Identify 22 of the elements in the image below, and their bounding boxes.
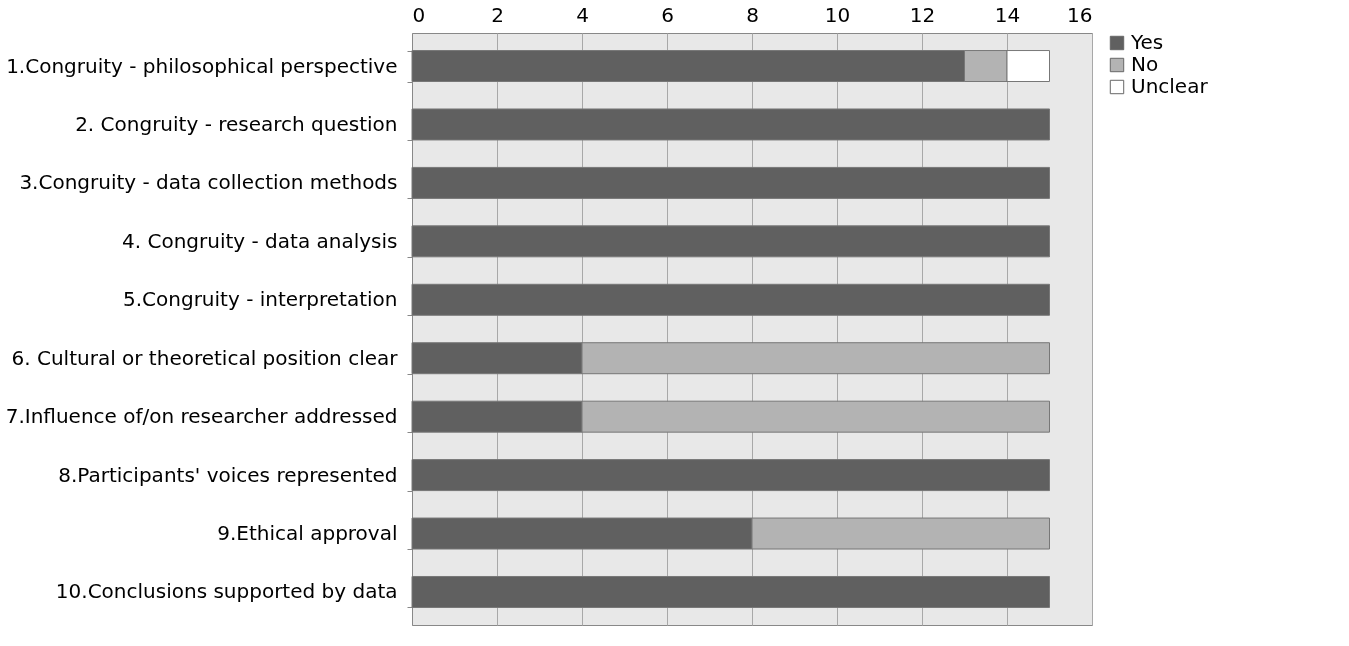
y-tick-label: 3.Congruity - data collection methods xyxy=(19,170,398,195)
y-tick-label: 9.Ethical approval xyxy=(217,521,398,546)
y-tick-label: 4. Congruity - data analysis xyxy=(122,228,398,253)
y-tick-label: 6. Cultural or theoretical position clear xyxy=(11,345,399,370)
x-tick-label: 2 xyxy=(491,2,504,27)
x-tick-label: 4 xyxy=(576,2,589,27)
legend-label: Unclear xyxy=(1131,74,1209,98)
x-tick-label: 8 xyxy=(746,2,759,27)
x-tick-label: 12 xyxy=(909,2,936,27)
x-tick-label: 0 xyxy=(412,2,426,27)
legend-label: Yes xyxy=(1130,30,1164,54)
x-tick-label: 16 xyxy=(1067,2,1093,27)
x-tick-label: 6 xyxy=(661,2,674,27)
y-tick-label: 1.Congruity - philosophical perspective xyxy=(6,53,398,78)
legend-label: No xyxy=(1131,52,1159,76)
y-tick-label: 7.Influence of/on researcher addressed xyxy=(5,404,398,429)
x-tick-label: 14 xyxy=(994,2,1021,27)
y-tick-label: 8.Participants' voices represented xyxy=(58,462,398,487)
y-tick-label: 2. Congruity - research question xyxy=(75,111,398,136)
y-tick-label: 5.Congruity - interpretation xyxy=(122,287,398,312)
y-tick-label: 10.Conclusions supported by data xyxy=(55,579,398,604)
x-tick-label: 10 xyxy=(824,2,851,27)
